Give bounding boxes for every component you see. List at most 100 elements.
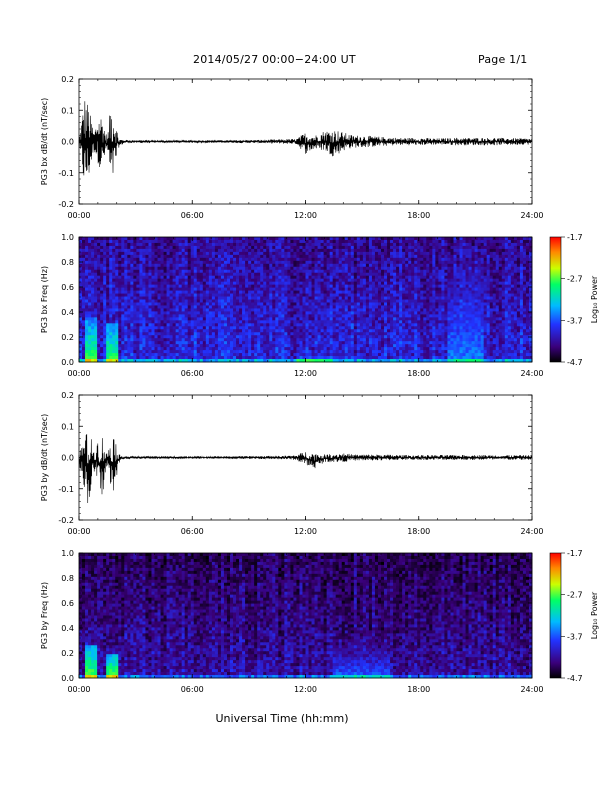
heatmap-cell [178,356,183,360]
heatmap-cell [399,266,403,271]
heatmap-cell [190,278,195,283]
heatmap-cell [387,242,391,247]
heatmap-cell [103,326,107,330]
heatmap-cell [426,251,430,256]
heatmap-cell [332,284,337,288]
heatmap-cell [417,344,421,348]
heatmap-cell [196,272,201,277]
heatmap-cell [160,237,164,241]
heatmap-cell [115,305,119,309]
heatmap-cell [405,248,409,253]
heatmap-cell [341,299,346,303]
heatmap-cell [130,344,134,348]
heatmap-cell [314,305,318,309]
heatmap-cell [118,299,122,303]
heatmap-cell [239,284,243,288]
heatmap-cell [136,323,140,327]
heatmap-cell [368,341,373,345]
heatmap-cell [356,245,361,250]
heatmap-cell [263,245,267,250]
heatmap-cell [377,272,382,277]
heatmap-cell [399,335,403,339]
heatmap-cell [139,266,143,271]
heatmap-cell [151,269,155,274]
heatmap-cell [236,302,240,306]
heatmap-cell [344,296,349,300]
heatmap-cell [181,332,186,336]
heatmap-cell [202,344,207,348]
heatmap-cell [411,329,415,333]
heatmap-cell [214,281,219,286]
heatmap-cell [190,281,195,286]
heatmap-cell [100,242,104,247]
heatmap-cell [371,359,376,363]
heatmap-cell [350,350,355,354]
heatmap-cell [408,251,412,256]
heatmap-cell [365,356,370,360]
heatmap-cell [187,251,192,256]
heatmap-cell [136,245,140,250]
heatmap-cell [242,237,246,241]
heatmap-cell [320,237,325,241]
heatmap-cell [405,290,409,294]
heatmap-cell [178,266,183,271]
heatmap-cell [112,329,116,333]
heatmap-cell [377,293,382,297]
heatmap-cell [130,254,134,259]
heatmap-cell [293,299,297,303]
heatmap-cell [133,350,137,354]
heatmap-cell [239,278,243,283]
heatmap-cell [230,359,234,363]
heatmap-cell [402,299,406,303]
heatmap-cell [94,335,98,339]
heatmap-cell [381,287,385,291]
heatmap-cell [163,248,167,253]
heatmap-cell [390,281,394,286]
heatmap-cell [112,287,116,291]
heatmap-cell [118,242,122,247]
heatmap-cell [211,260,216,265]
heatmap-cell [381,296,385,300]
heatmap-cell [85,305,89,309]
heatmap-cell [115,299,119,303]
heatmap-cell [326,314,331,318]
heatmap-cell [157,275,161,280]
heatmap-cell [106,248,110,253]
heatmap-cell [411,263,415,268]
heatmap-cell [408,237,412,241]
heatmap-cell [266,311,270,315]
heatmap-cell [374,254,379,259]
heatmap-cell [230,356,234,360]
heatmap-cell [91,344,95,348]
heatmap-cell [299,317,303,321]
heatmap-cell [211,296,216,300]
heatmap-cell [284,350,288,354]
heatmap-cell [181,251,186,256]
heatmap-cell [166,248,170,253]
heatmap-cell [356,263,361,268]
heatmap-cell [112,263,116,268]
heatmap-cell [314,245,318,250]
heatmap-cell [175,359,180,363]
heatmap-cell [347,314,352,318]
heatmap-cell [423,359,427,363]
heatmap-cell [187,317,192,321]
heatmap-cell [320,278,325,283]
heatmap-cell [399,254,403,259]
heatmap-cell [163,338,167,342]
heatmap-cell [387,350,391,354]
heatmap-cell [202,281,207,286]
heatmap-cell [371,263,376,268]
heatmap-cell [199,308,204,312]
heatmap-cell [320,242,325,247]
heatmap-cell [97,317,101,321]
heatmap-cell [226,356,231,360]
heatmap-cell [302,272,306,277]
heatmap-cell [408,287,412,291]
heatmap-cell [347,356,352,360]
heatmap-cell [124,338,128,342]
heatmap-cell [175,284,180,288]
heatmap-cell [296,329,300,333]
heatmap-cell [187,314,192,318]
heatmap-cell [193,237,198,241]
